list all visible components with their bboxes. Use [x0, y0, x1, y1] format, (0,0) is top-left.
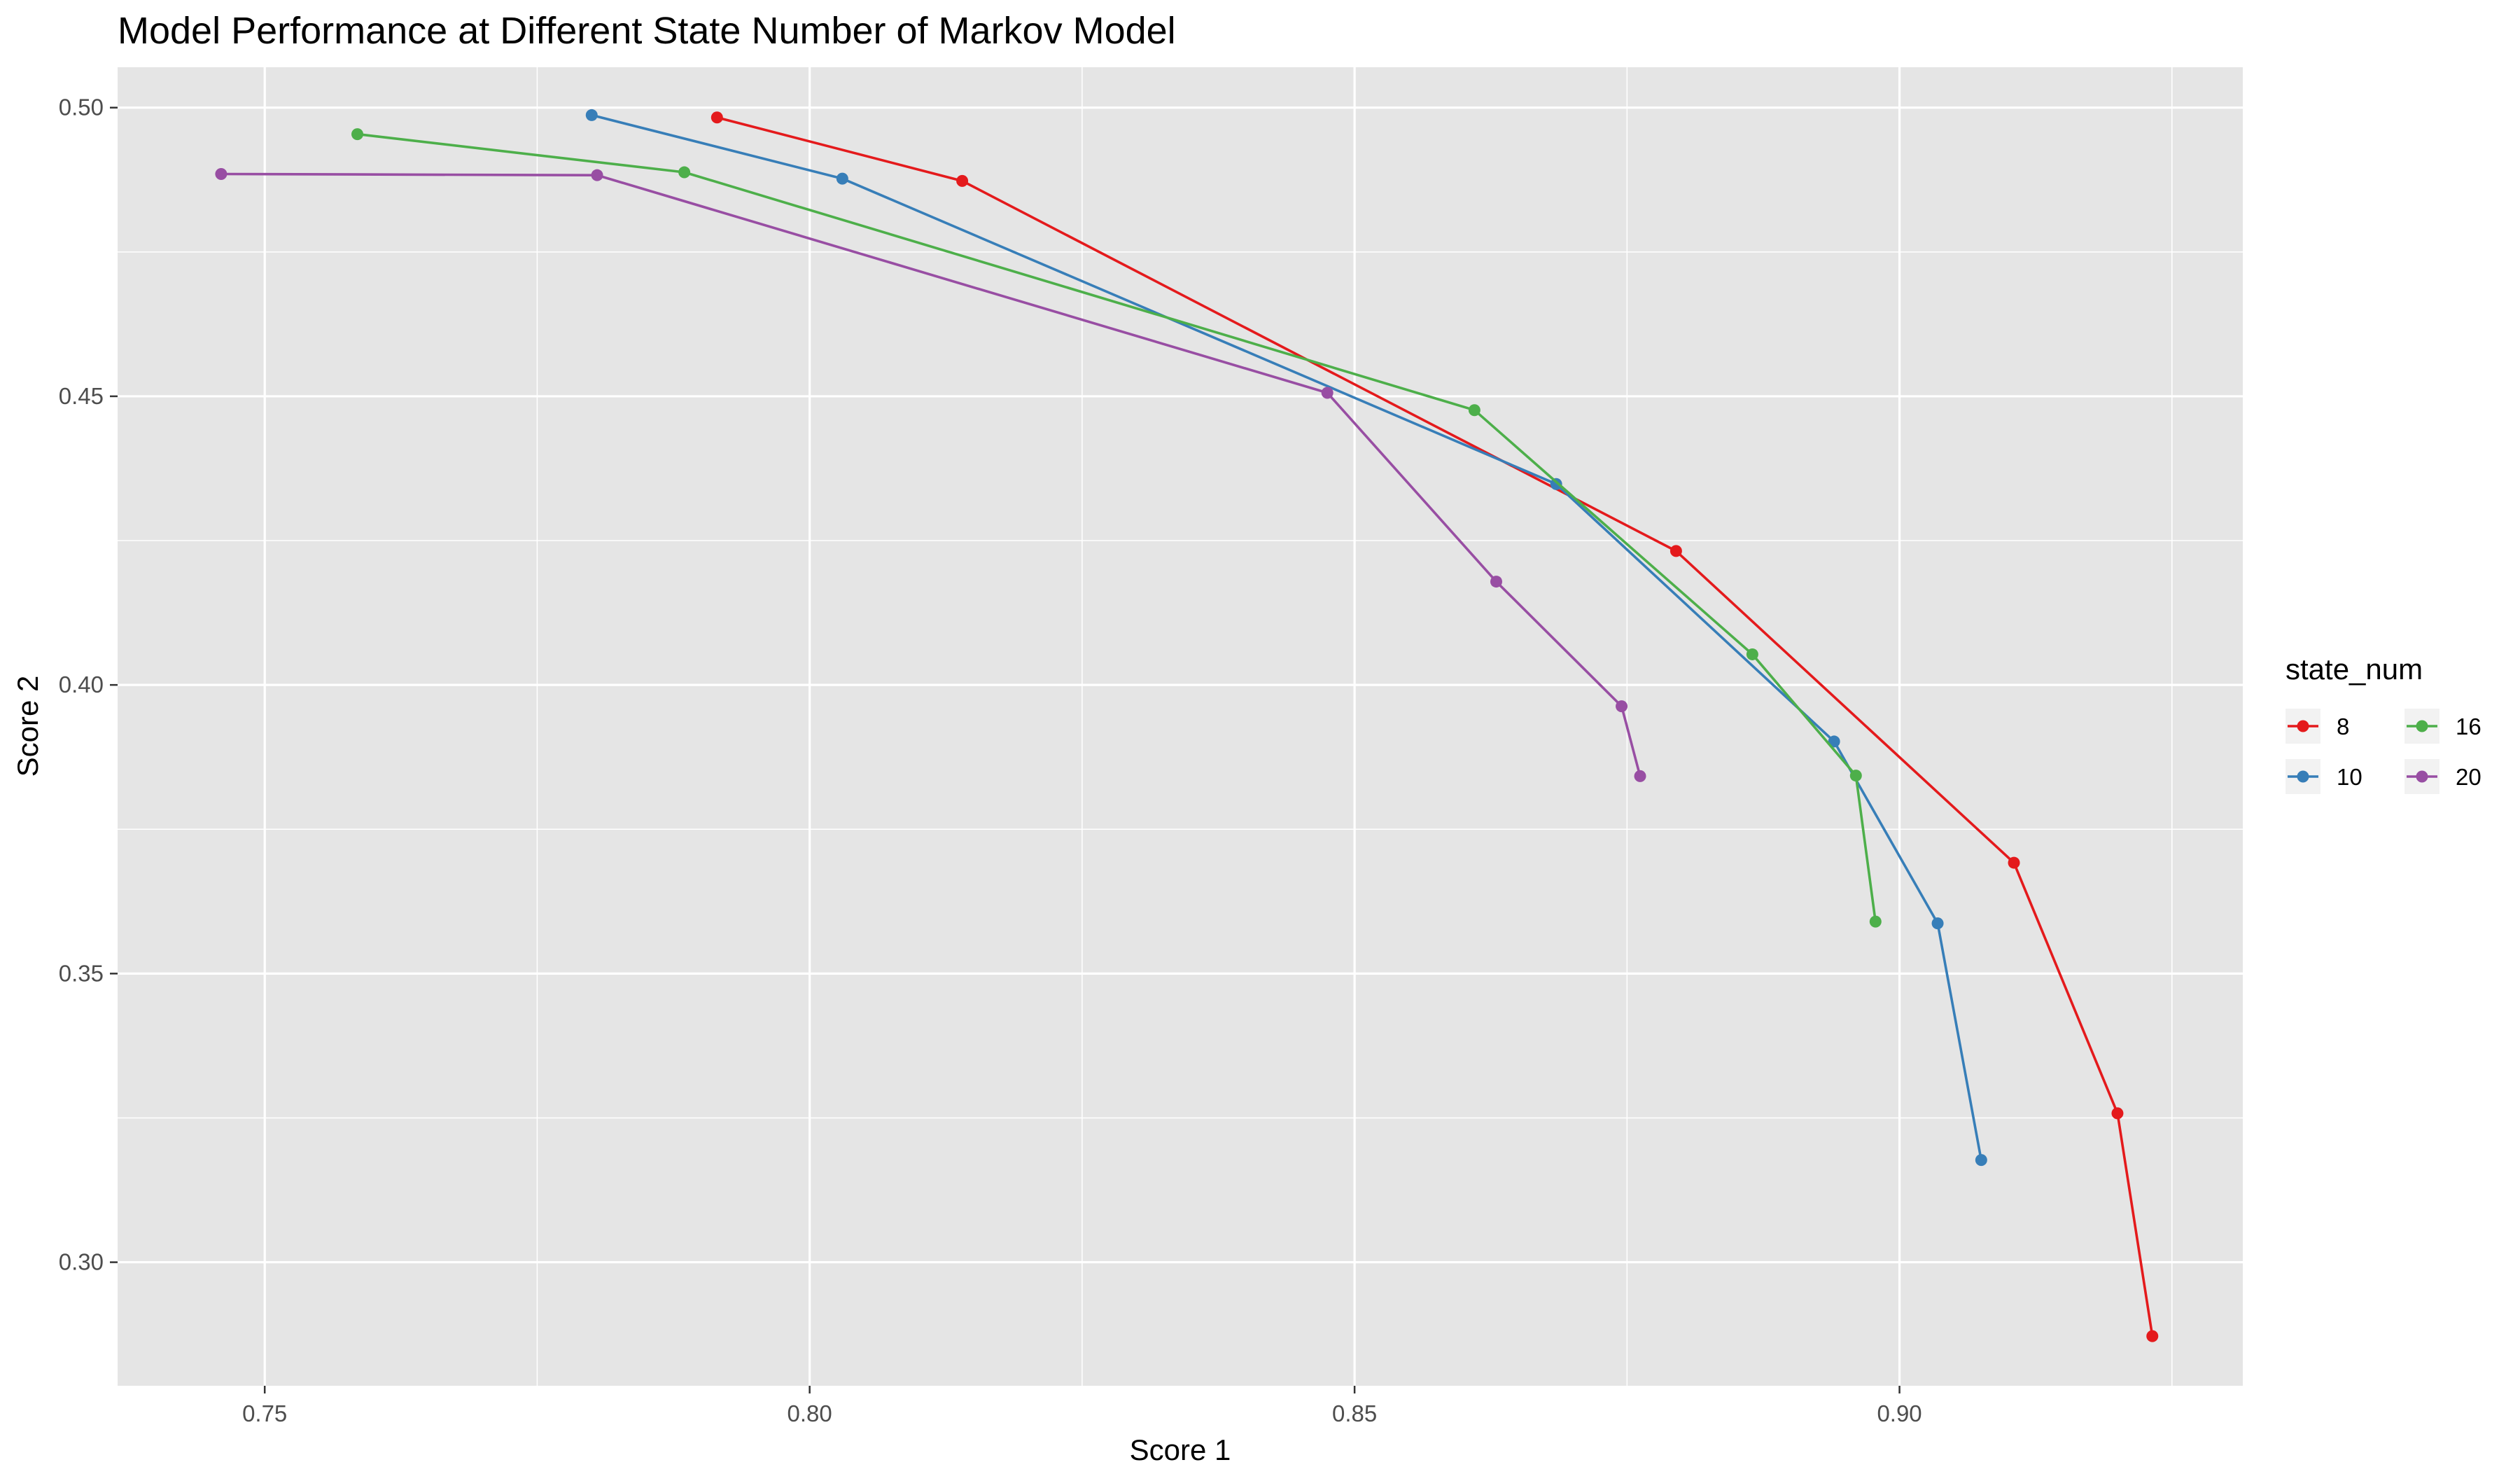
grid-major: [118, 67, 2243, 1386]
series-10: [585, 109, 1987, 1167]
data-point-16: [678, 166, 691, 179]
series-layer: [215, 109, 2159, 1342]
series-line-20: [220, 172, 1642, 777]
data-point-8: [710, 111, 723, 124]
x-axis-title: Score 1: [1130, 1433, 1231, 1466]
data-point-20: [1616, 700, 1628, 713]
legend: state_num 8 10 16 20: [2286, 653, 2482, 794]
data-point-8: [2111, 1107, 2124, 1120]
x-axis: 0.75 0.80 0.85 0.90: [242, 1386, 1922, 1426]
legend-key-point: [2297, 770, 2309, 783]
chart-title: Model Performance at Different State Num…: [118, 10, 1176, 52]
data-point-8: [2146, 1330, 2159, 1342]
legend-label: 10: [2337, 764, 2362, 790]
data-point-20: [1321, 387, 1334, 399]
data-point-16: [1849, 770, 1862, 782]
legend-key-point: [2416, 720, 2428, 732]
data-point-8: [1670, 545, 1682, 557]
y-tick-label: 0.30: [59, 1249, 104, 1275]
series-line-16: [357, 132, 1877, 922]
series-16: [351, 128, 1882, 928]
x-tick-label: 0.75: [242, 1400, 287, 1426]
data-point-10: [1931, 917, 1944, 930]
y-tick-label: 0.45: [59, 383, 104, 409]
series-line-8: [716, 116, 2154, 1337]
data-point-10: [836, 172, 848, 185]
data-point-8: [956, 174, 969, 187]
legend-key-point: [2416, 770, 2428, 783]
plot-panel: [118, 67, 2243, 1386]
x-tick-label: 0.80: [788, 1400, 832, 1426]
x-tick-label: 0.85: [1332, 1400, 1377, 1426]
series-8: [710, 111, 2159, 1342]
legend-item-20: 20: [2404, 759, 2482, 794]
data-point-16: [1746, 648, 1758, 660]
grid-minor: [118, 67, 2243, 1386]
legend-item-10: 10: [2286, 759, 2362, 794]
data-point-10: [1975, 1154, 1987, 1167]
y-tick-label: 0.50: [59, 95, 104, 120]
y-tick-label: 0.40: [59, 672, 104, 697]
data-point-20: [1490, 576, 1503, 588]
legend-key-point: [2297, 720, 2309, 732]
legend-label: 20: [2456, 764, 2482, 790]
legend-item-8: 8: [2286, 709, 2349, 744]
data-point-10: [585, 109, 598, 121]
series-line-10: [591, 113, 1983, 1160]
data-point-16: [1869, 915, 1882, 928]
data-point-16: [351, 128, 364, 141]
data-point-16: [1468, 404, 1480, 417]
data-point-20: [591, 169, 603, 181]
legend-item-16: 16: [2404, 709, 2482, 744]
y-tick-label: 0.35: [59, 960, 104, 986]
y-axis-title: Score 2: [11, 676, 44, 777]
data-point-20: [1634, 770, 1646, 782]
legend-title: state_num: [2286, 653, 2423, 686]
series-20: [215, 168, 1646, 782]
x-tick-label: 0.90: [1877, 1400, 1921, 1426]
legend-label: 8: [2337, 714, 2349, 739]
legend-label: 16: [2456, 714, 2482, 739]
data-point-10: [1550, 478, 1562, 490]
data-point-8: [2008, 856, 2020, 869]
data-point-10: [1828, 735, 1840, 748]
y-axis: 0.30 0.35 0.40 0.45 0.50: [59, 95, 118, 1275]
data-point-20: [215, 168, 227, 181]
